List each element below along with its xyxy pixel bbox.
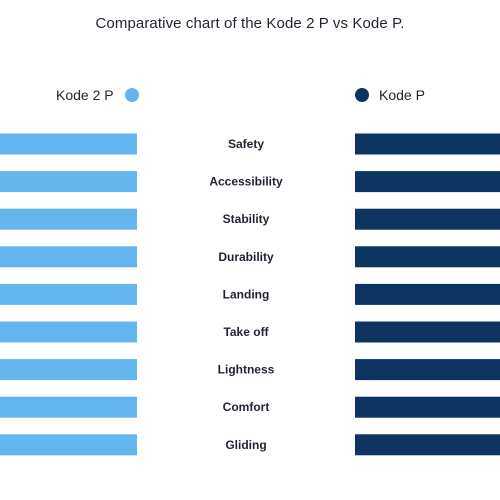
bar-kode-p-comfort [355,396,500,418]
bar-kode-2-p-lightness [0,359,137,381]
legend-dot-kode-2-p [124,88,139,102]
bar-kode-p-take-off [355,321,500,343]
category-label-lightness: Lightness [218,363,275,377]
bar-kode-2-p-comfort [0,396,137,418]
legend-kode-2-p: Kode 2 P [56,85,139,105]
bar-kode-2-p-accessibility [0,171,137,193]
bar-kode-2-p-stability [0,208,137,230]
bar-kode-p-gliding [355,434,500,456]
bar-kode-p-durability [355,246,500,268]
bar-kode-p-landing [355,283,500,305]
chart-title: Comparative chart of the Kode 2 P vs Kod… [95,15,405,32]
legend-kode-p: Kode P [355,85,425,105]
bar-kode-2-p-take-off [0,321,137,343]
bar-kode-p-stability [355,208,500,230]
legend-dot-kode-p [355,88,369,102]
legend-label-kode-p: Kode P [379,87,425,103]
category-label-durability: Durability [218,250,274,264]
bar-kode-p-safety [355,133,500,155]
bar-kode-2-p-gliding [0,434,137,456]
bar-kode-2-p-safety [0,133,137,155]
bar-kode-2-p-durability [0,246,137,268]
category-label-safety: Safety [228,137,264,151]
category-label-accessibility: Accessibility [209,175,283,189]
category-label-gliding: Gliding [225,438,266,452]
category-label-comfort: Comfort [223,400,270,414]
bar-kode-2-p-landing [0,283,137,305]
category-label-landing: Landing [223,287,270,301]
bar-kode-p-accessibility [355,171,500,193]
category-label-take-off: Take off [223,325,269,339]
bar-kode-p-lightness [355,359,500,381]
category-label-stability: Stability [223,212,270,226]
legend-label-kode-2-p: Kode 2 P [56,87,114,103]
